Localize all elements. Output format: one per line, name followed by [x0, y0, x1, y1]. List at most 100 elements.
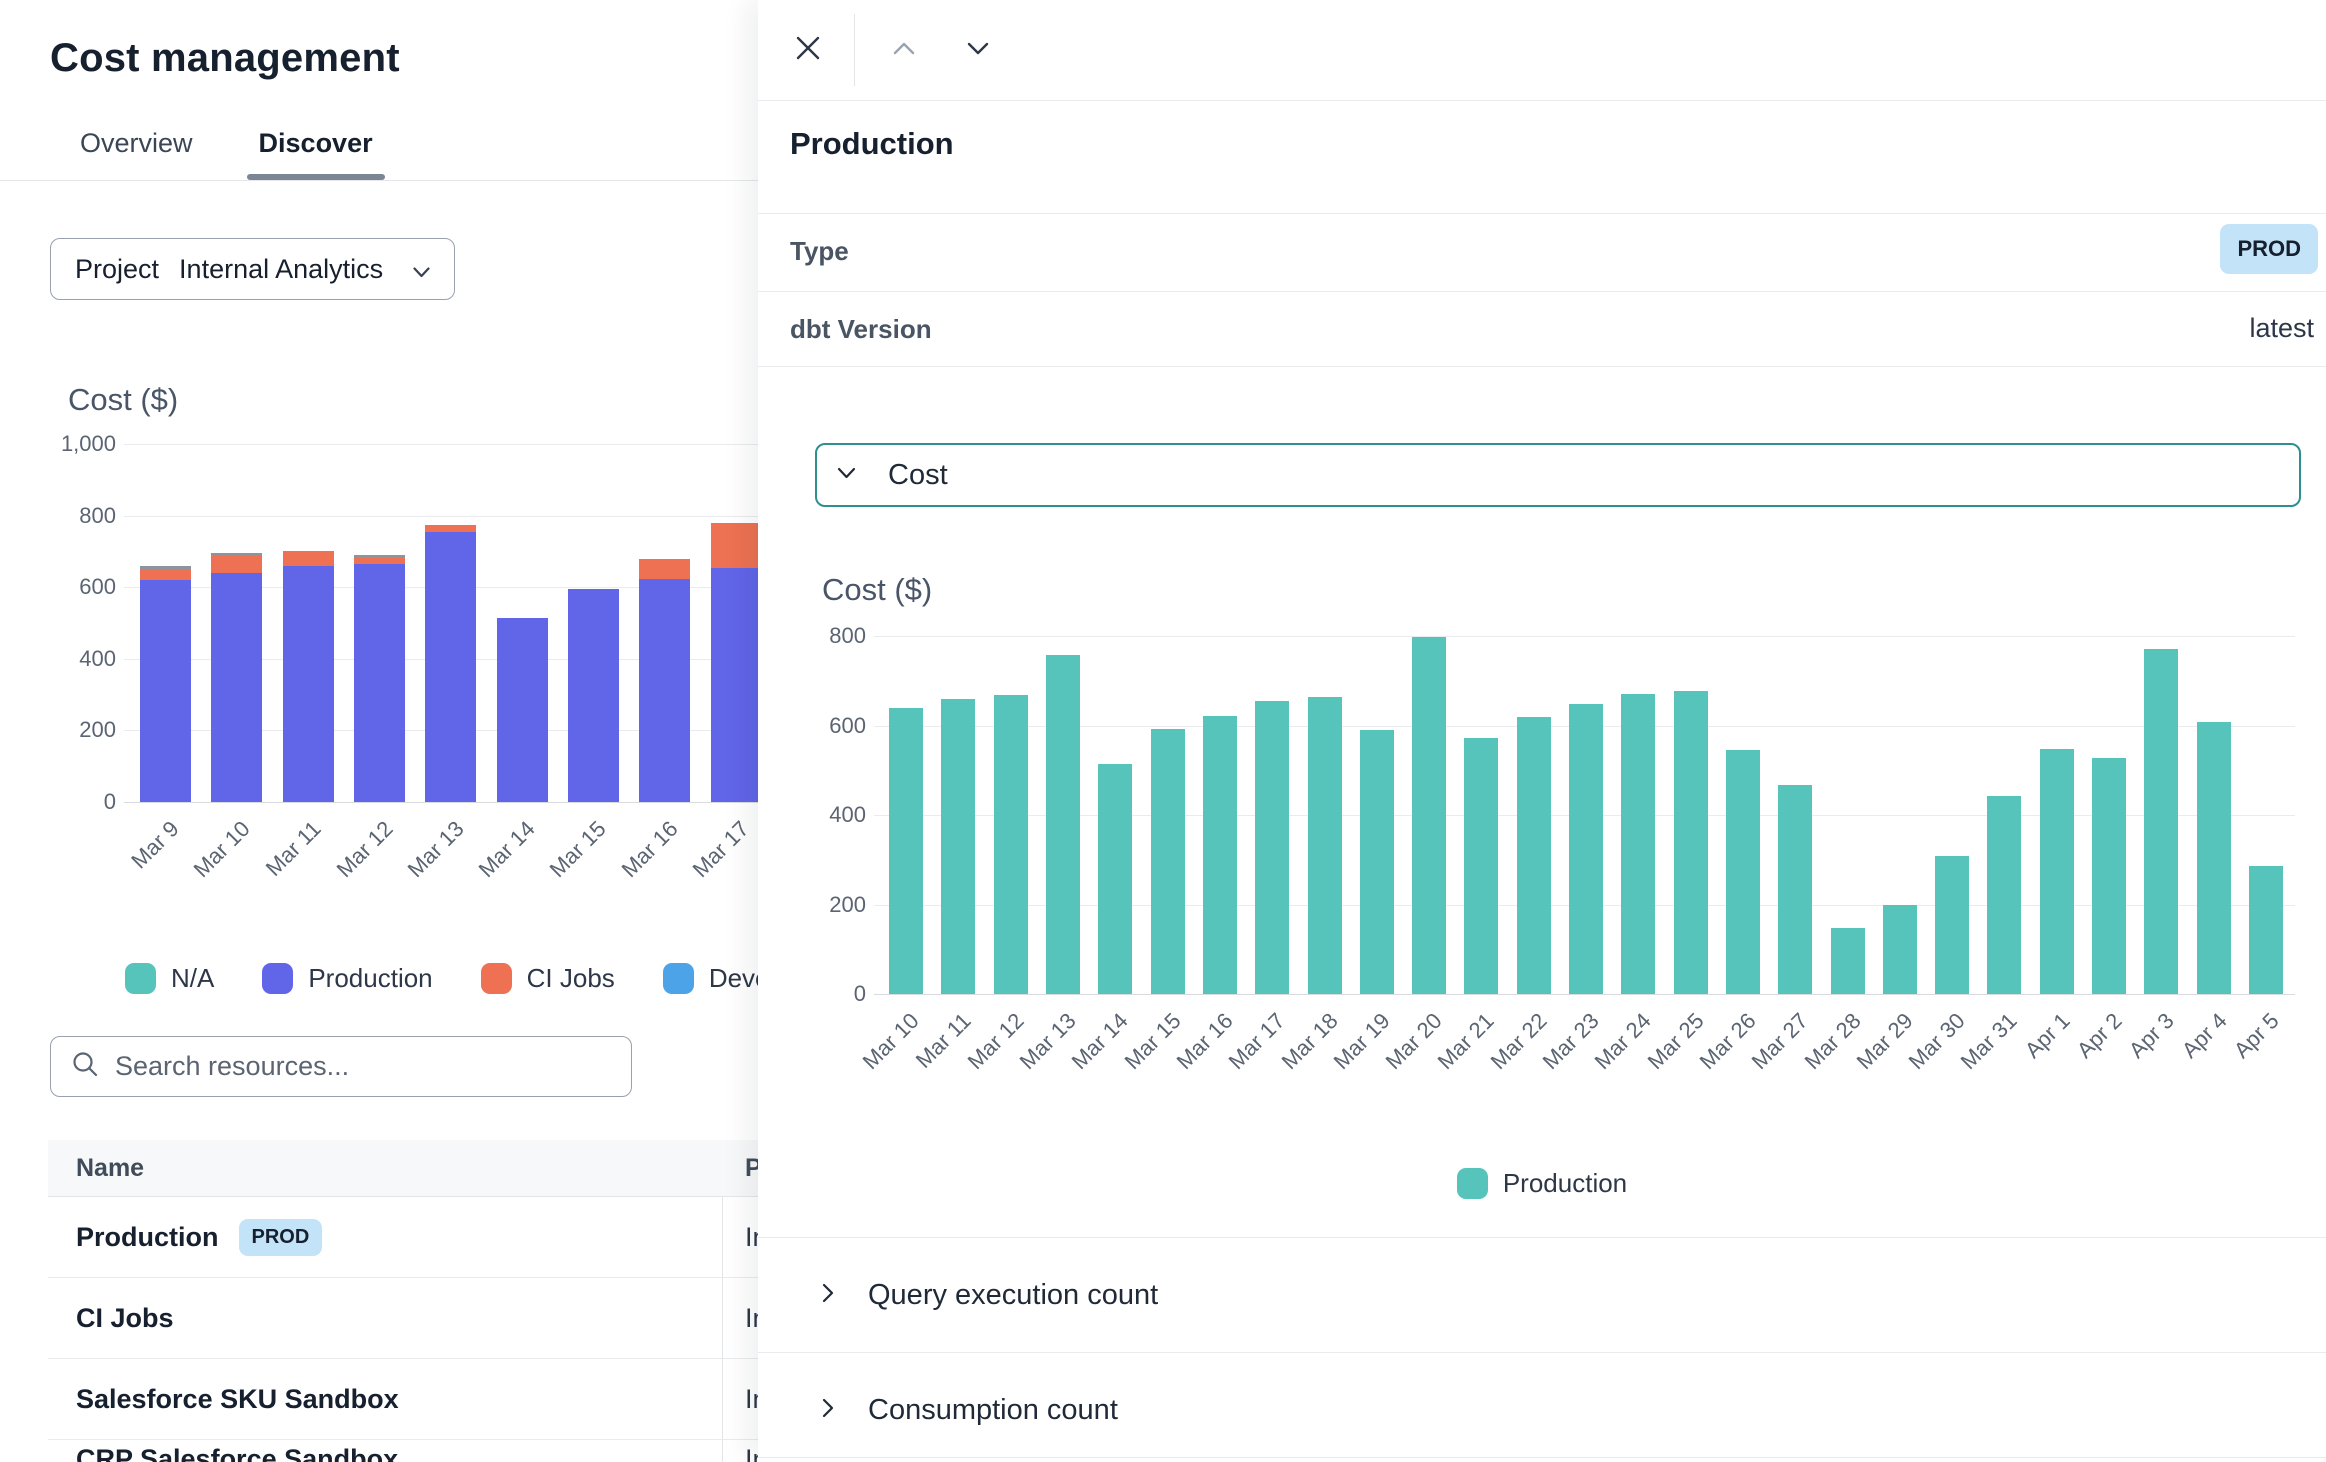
bar-segment — [1621, 693, 1656, 994]
query-execution-count-expander[interactable]: Query execution count — [758, 1238, 2326, 1353]
legend-item[interactable]: Production — [1456, 1168, 1627, 1199]
bar-segment — [282, 565, 334, 802]
legend-swatch — [125, 963, 156, 994]
bar-segment — [1046, 654, 1081, 994]
gridline — [124, 515, 774, 517]
bar-segment — [140, 580, 192, 802]
search-input[interactable] — [115, 1051, 611, 1082]
divider — [758, 366, 2326, 367]
bar-segment — [1935, 856, 1970, 994]
bar-segment — [1464, 738, 1499, 994]
bar-segment — [2092, 758, 2127, 994]
table-column-divider — [722, 1140, 723, 1462]
legend-label: Production — [308, 963, 433, 993]
bar-segment — [2144, 649, 2179, 994]
chevron-right-icon — [822, 1283, 834, 1308]
search-icon — [71, 1050, 99, 1083]
resource-name: CI Jobs — [76, 1302, 174, 1333]
bar-segment — [889, 707, 924, 994]
bar-segment — [993, 695, 1028, 994]
bar-segment — [211, 552, 263, 555]
chevron-right-icon — [822, 1398, 834, 1423]
gridline — [874, 994, 2295, 995]
bar-segment — [211, 572, 263, 802]
bar-segment — [1202, 715, 1237, 994]
legend-swatch — [262, 963, 294, 994]
page-title: Cost management — [50, 36, 400, 80]
y-axis-tick-label: 600 — [829, 712, 866, 738]
bar-segment — [710, 568, 762, 802]
type-prod-badge: PROD — [2220, 224, 2318, 274]
prod-badge: PROD — [238, 1218, 323, 1256]
bar-segment — [496, 617, 548, 802]
close-drawer-button[interactable] — [784, 24, 832, 72]
bar-segment — [2039, 748, 2074, 994]
y-axis-tick-label: 0 — [103, 789, 116, 814]
dbt-version-value: latest — [2249, 313, 2314, 343]
cost-section-expander[interactable]: Cost — [815, 443, 2301, 507]
tab-overview[interactable]: Overview — [80, 128, 193, 158]
bar-segment — [1359, 729, 1394, 994]
bar-segment — [1882, 904, 1917, 994]
legend-item[interactable]: CI Jobs — [480, 963, 615, 994]
y-axis-tick-label: 600 — [79, 574, 116, 600]
bar-segment — [1307, 697, 1342, 994]
bar-segment — [1569, 704, 1604, 994]
chevron-down-icon — [413, 254, 430, 285]
project-filter-value: Internal Analytics — [179, 253, 384, 284]
cost-stacked-bar-chart: Cost ($) 0 200 400 600 800 1,000 Mar 9 Mar 10 Ma… — [20, 382, 780, 894]
bar-segment — [1673, 690, 1708, 994]
y-axis-tick-label: 400 — [79, 645, 116, 671]
bar-segment — [1150, 729, 1185, 994]
topbar-divider — [854, 14, 855, 86]
drawer-topbar — [758, 0, 2326, 101]
bar-segment — [639, 579, 691, 802]
search-box — [50, 1036, 632, 1097]
bar-segment — [354, 563, 406, 802]
production-cost-bar-chart: Cost ($) 0 200 400 600 800 Mar 10 Mar 11 Mar 12… — [790, 572, 2324, 1106]
bar-segment — [639, 558, 691, 580]
section-label: Consumption count — [868, 1394, 1118, 1426]
column-header-name: Name — [76, 1153, 145, 1182]
previous-item-button[interactable] — [880, 24, 928, 72]
bar-segment — [1098, 764, 1133, 994]
bar-segment — [567, 588, 619, 802]
bar-segment — [2196, 722, 2231, 994]
project-filter-dropdown[interactable]: Project Internal Analytics — [50, 238, 456, 300]
legend-item[interactable]: Production — [262, 963, 433, 994]
resource-name: Production — [76, 1221, 219, 1252]
legend-label: N/A — [171, 963, 215, 993]
bar-segment — [282, 551, 334, 566]
legend-item[interactable]: N/A — [125, 963, 214, 994]
y-axis-tick-label: 0 — [853, 981, 866, 1006]
y-axis-tick-label: 800 — [79, 502, 116, 528]
section-label: Query execution count — [868, 1279, 1159, 1311]
bar-segment — [941, 698, 976, 994]
bar-segment — [1987, 795, 2022, 994]
legend-label: CI Jobs — [526, 963, 615, 993]
y-axis-tick-label: 400 — [829, 802, 866, 827]
chevron-down-icon — [837, 466, 856, 484]
y-axis-tick-label: 200 — [829, 891, 866, 917]
resource-name: Salesforce SKU Sandbox — [76, 1383, 399, 1414]
next-item-button[interactable] — [954, 24, 1002, 72]
bar-segment — [1255, 700, 1290, 994]
gridline — [124, 802, 774, 803]
bar-segment — [211, 554, 263, 573]
chart-legend: Production — [758, 1168, 2326, 1199]
chart-plot-area: 0 200 400 600 800 1,000 Mar 9 Mar 10 Mar 11 Mar 1… — [20, 431, 780, 894]
y-axis-tick-label: 200 — [79, 717, 116, 743]
bar-segment — [1725, 750, 1760, 994]
project-filter-label: Project — [75, 253, 160, 284]
consumption-count-expander[interactable]: Consumption count — [758, 1353, 2326, 1462]
divider — [758, 213, 2326, 214]
tab-discover[interactable]: Discover — [246, 128, 385, 180]
tabs: Overview Discover — [80, 128, 385, 180]
gridline — [874, 636, 2295, 637]
bar-segment — [1412, 637, 1447, 994]
chart-title: Cost ($) — [822, 572, 933, 607]
chart-title: Cost ($) — [68, 382, 179, 417]
y-axis-tick-label: 800 — [829, 623, 866, 648]
gridline — [124, 444, 774, 445]
